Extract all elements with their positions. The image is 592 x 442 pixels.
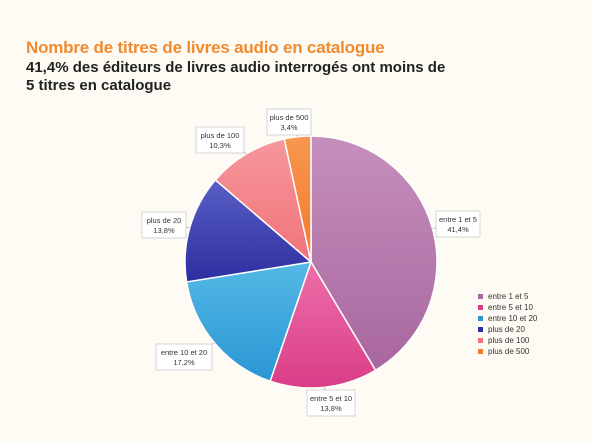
legend-item: plus de 100 (478, 335, 537, 346)
legend-label: plus de 20 (488, 325, 525, 334)
legend-swatch (478, 305, 483, 310)
pie-slice (184, 178, 313, 283)
callout-box (435, 210, 481, 238)
legend-label: entre 1 et 5 (488, 292, 529, 301)
slice-label: plus de 100 (201, 131, 240, 140)
slice-label: plus de 20 (147, 216, 182, 225)
pie-slice (310, 135, 438, 372)
legend-item: entre 5 et 10 (478, 302, 537, 313)
legend-label: entre 10 et 20 (488, 314, 538, 323)
slice-value-label: 41,4% (447, 225, 469, 234)
legend-swatch (478, 327, 483, 332)
legend-item: entre 10 et 20 (478, 313, 537, 324)
legend-swatch (478, 294, 483, 299)
callout-box (195, 126, 245, 154)
legend-swatch (478, 349, 483, 354)
callout-box (155, 343, 213, 371)
slice-value-label: 3,4% (280, 123, 297, 132)
legend-item: plus de 500 (478, 346, 537, 357)
pie-callouts: entre 1 et 541,4%entre 5 et 1013,8%entre… (141, 108, 481, 417)
callout-box (306, 389, 356, 417)
legend-item: entre 1 et 5 (478, 291, 537, 302)
legend-swatch (478, 338, 483, 343)
chart-subtitle: 41,4% des éditeurs de livres audio inter… (26, 59, 446, 94)
callout-box (141, 211, 187, 239)
slice-label: entre 1 et 5 (439, 215, 477, 224)
slice-value-label: 13,8% (153, 226, 175, 235)
chart-title: Nombre de titres de livres audio en cata… (26, 38, 385, 57)
pie-slice (185, 261, 313, 383)
legend-item: plus de 20 (478, 324, 537, 335)
legend-swatch (478, 316, 483, 321)
slice-value-label: 13,8% (320, 404, 342, 413)
slice-value-label: 10,3% (209, 141, 231, 150)
slice-label: entre 5 et 10 (310, 394, 352, 403)
slice-value-label: 17,2% (173, 358, 195, 367)
pie-slices (184, 135, 438, 389)
slice-label: plus de 500 (270, 113, 309, 122)
chart-legend: entre 1 et 5 entre 5 et 10 entre 10 et 20 p… (478, 291, 537, 357)
pie-slice (214, 137, 313, 265)
callout-box (266, 108, 312, 136)
slice-label: entre 10 et 20 (161, 348, 207, 357)
legend-label: entre 5 et 10 (488, 303, 533, 312)
legend-label: plus de 100 (488, 336, 530, 345)
legend-label: plus de 500 (488, 347, 530, 356)
